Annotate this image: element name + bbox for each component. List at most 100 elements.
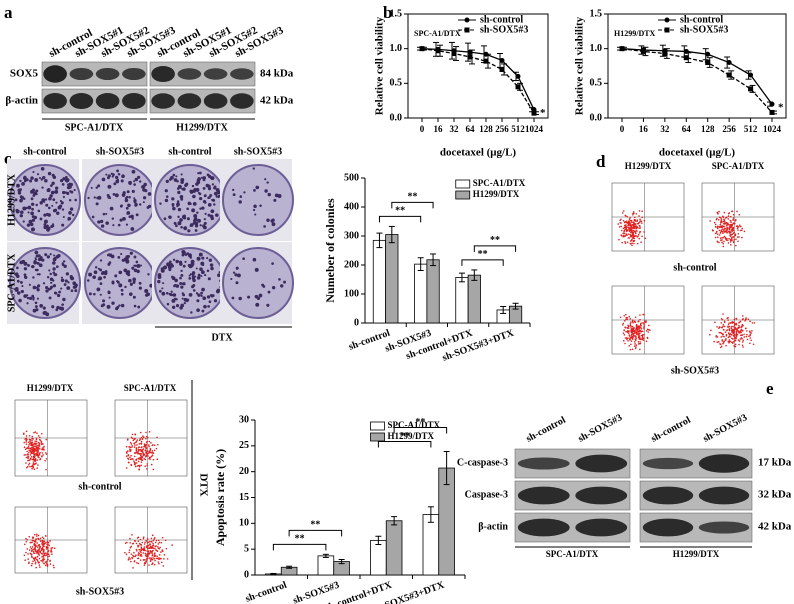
colony-dot: [261, 283, 265, 287]
colony-dot: [270, 219, 274, 223]
colony-dot: [192, 278, 196, 283]
flow-dot: [726, 329, 728, 332]
flow-dot: [620, 218, 622, 221]
flow-dot: [45, 542, 47, 544]
colony-dot: [196, 299, 200, 303]
colony-dot: [49, 277, 54, 282]
flow-dot: [741, 337, 743, 340]
colony-dot: [172, 293, 176, 297]
flow-dot: [732, 222, 735, 225]
flow-dot: [26, 450, 28, 453]
flow-dot: [628, 330, 630, 332]
colony-dot: [193, 275, 197, 278]
flow-dot: [128, 556, 130, 559]
flow-dot: [141, 459, 144, 461]
flow-dot: [149, 546, 152, 548]
flow-dot: [724, 238, 727, 240]
flow-dot: [160, 561, 163, 564]
flow-dot: [631, 348, 634, 351]
x-tick-label: 0: [420, 124, 425, 134]
colony-dot: [173, 221, 177, 225]
flow-dot: [133, 551, 135, 554]
colony-dot: [129, 282, 133, 286]
colony-dot: [111, 175, 114, 178]
colony-dot: [52, 261, 56, 265]
flow-dot: [31, 452, 33, 454]
flow-dot: [28, 549, 31, 551]
flow-dot: [639, 230, 641, 233]
colony-dot: [60, 287, 63, 290]
colony-dot: [191, 184, 195, 188]
flow-dot: [36, 459, 39, 461]
flow-dot: [643, 231, 645, 233]
flow-dot: [627, 221, 630, 223]
error-bar: [375, 535, 382, 546]
flow-dot: [636, 222, 639, 225]
flow-dot: [621, 241, 623, 244]
flow-dot: [629, 322, 632, 325]
flow-dot: [627, 237, 630, 239]
flow-dot: [150, 442, 152, 444]
colony-dot: [23, 263, 27, 266]
colony-dot: [208, 174, 212, 179]
rotated-label: SPC-A1/DTX: [6, 253, 17, 312]
flow-dot: [149, 458, 151, 460]
label: sh-control: [168, 146, 211, 157]
colony-dot: [185, 182, 189, 186]
flow-dot: [631, 337, 633, 339]
flow-dot: [714, 225, 717, 228]
flow-dot: [49, 540, 51, 542]
colony-dot: [122, 216, 126, 221]
flow-dot: [729, 333, 732, 335]
flow-dot: [39, 551, 41, 554]
flow-dot: [147, 555, 149, 558]
colony-dot: [111, 301, 115, 305]
colony-dot: [179, 282, 183, 285]
annotation: *: [778, 102, 784, 114]
colony-dot: [192, 222, 196, 225]
colony-dot: [175, 224, 178, 228]
flow-dot: [136, 465, 139, 467]
flow-dot: [42, 537, 45, 540]
flow-dot: [731, 325, 733, 328]
colony-dot: [217, 194, 221, 198]
colony-dot: [210, 176, 215, 181]
flow-dot: [748, 335, 750, 338]
colony-dot: [137, 305, 141, 309]
flow-dot: [42, 550, 45, 553]
colony-dot: [190, 262, 195, 266]
colony-dot: [170, 290, 173, 293]
colony-dot: [173, 284, 176, 288]
label: SPC-A1/DTX: [712, 161, 765, 171]
colony-dot: [32, 298, 35, 301]
flow-dot: [126, 450, 129, 452]
colony-dot: [208, 300, 212, 304]
colony-dot: [74, 198, 77, 202]
colony-dot: [35, 189, 39, 193]
flow-dot: [718, 331, 721, 334]
marker: [769, 101, 775, 107]
colony-dot: [202, 187, 206, 190]
flow-dot: [717, 236, 719, 239]
flow-dot: [129, 558, 132, 560]
flow-dot: [147, 552, 150, 555]
colony-dot: [97, 184, 101, 188]
colony-dot: [30, 197, 34, 201]
sig-bracket: [272, 543, 327, 551]
flow-dot: [622, 324, 624, 326]
flow-dot: [638, 237, 641, 240]
colony-dot: [43, 213, 47, 217]
flow-dot: [140, 440, 143, 443]
flow-dot: [722, 232, 724, 235]
flow-dot: [139, 448, 142, 451]
error-bar: [430, 253, 437, 267]
flow-dot: [746, 333, 748, 336]
flow-dot: [137, 554, 139, 557]
colony-dot: [42, 306, 46, 310]
flow-dot: [625, 226, 628, 228]
blot-band: [95, 92, 120, 110]
bar: [385, 234, 399, 324]
flow-dot: [142, 454, 145, 456]
colony-dot: [35, 203, 38, 207]
flow-dot: [34, 562, 37, 565]
